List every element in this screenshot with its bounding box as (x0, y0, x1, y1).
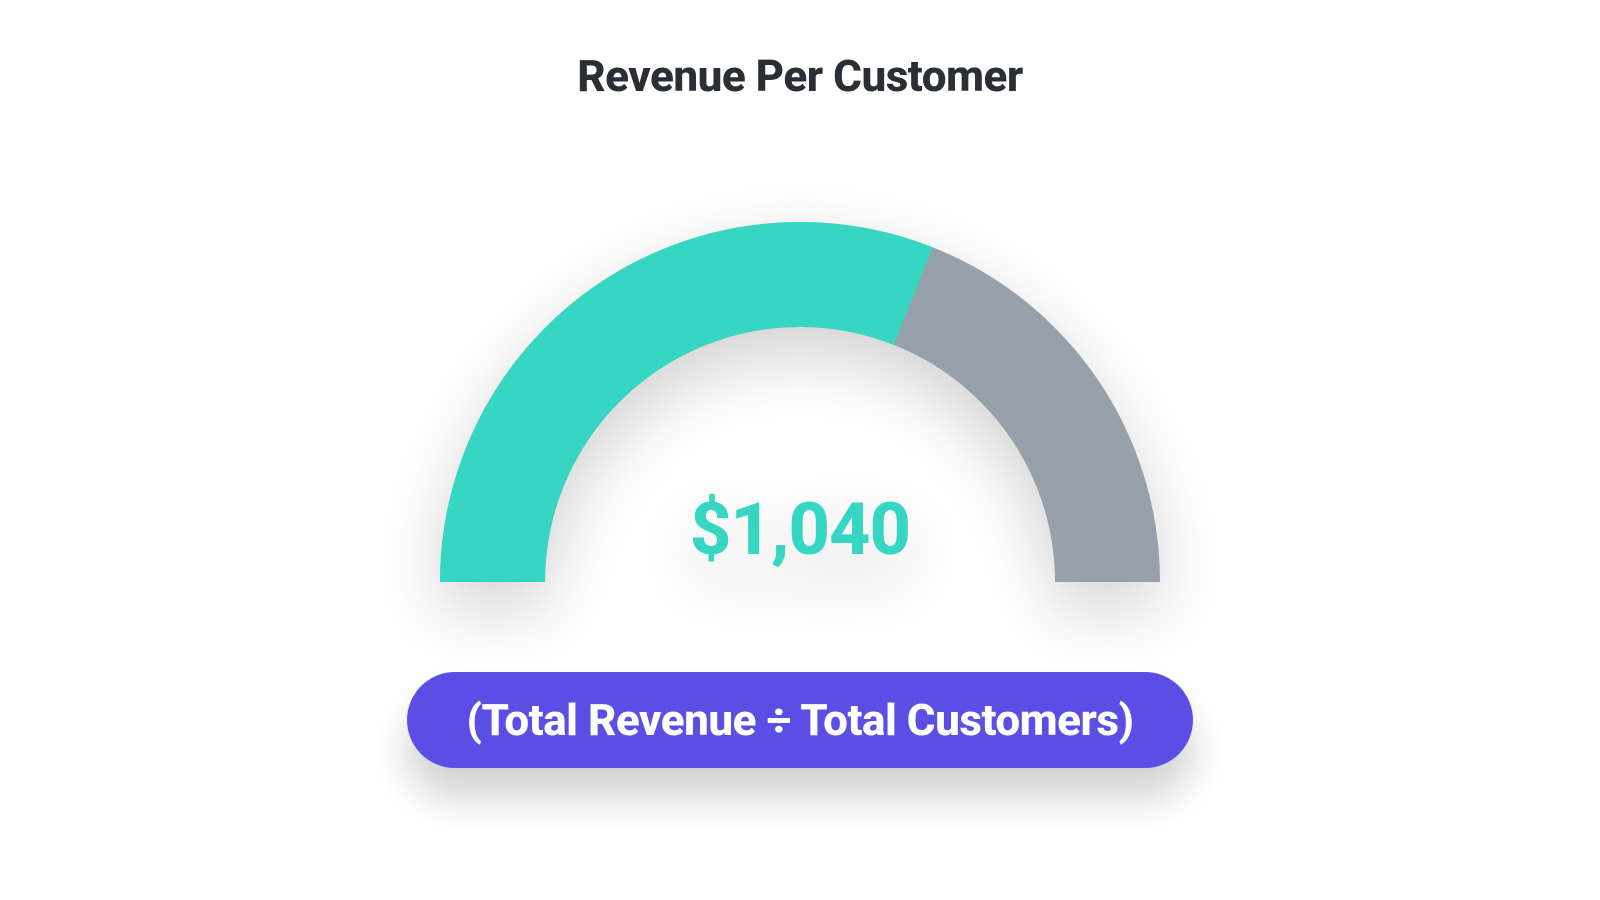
kpi-card: Revenue Per Customer $1,040 (Total Reven… (0, 0, 1600, 900)
gauge-chart: $1,040 (400, 182, 1200, 582)
gauge-value: $1,040 (400, 487, 1200, 572)
kpi-title: Revenue Per Customer (577, 50, 1023, 102)
formula-pill: (Total Revenue ÷ Total Customers) (407, 672, 1194, 768)
